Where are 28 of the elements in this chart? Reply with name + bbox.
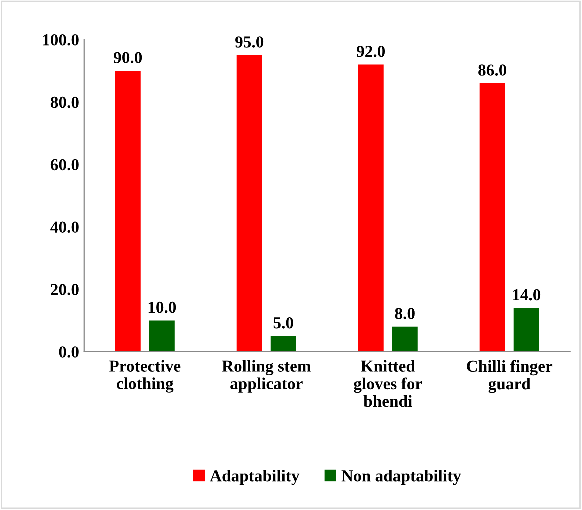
data-label: 86.0 xyxy=(478,64,507,76)
y-tick-label: 100.0 xyxy=(43,34,79,46)
legend-label: Non adaptability xyxy=(342,470,462,486)
x-tick-label: Protective clothing xyxy=(109,360,181,393)
bar xyxy=(514,308,540,352)
y-tick-label: 20.0 xyxy=(51,284,79,296)
y-tick-label: 80.0 xyxy=(50,96,79,108)
data-label: 14.0 xyxy=(513,289,541,301)
bar xyxy=(115,70,141,352)
legend-label: Adaptability xyxy=(210,470,300,486)
y-tick-label: 60.0 xyxy=(50,159,79,171)
data-label: 95.0 xyxy=(235,36,264,48)
data-label: 8.0 xyxy=(395,308,415,320)
data-label: 90.0 xyxy=(114,52,142,64)
bar xyxy=(236,55,262,352)
bar xyxy=(480,83,506,352)
x-tick-label: Knitted gloves for bhendi xyxy=(354,360,422,408)
y-tick-label: 40.0 xyxy=(50,222,79,234)
bar xyxy=(270,336,296,352)
data-label: 92.0 xyxy=(356,46,386,58)
data-label: 10.0 xyxy=(148,302,176,314)
x-tick-label: Chilli finger guard xyxy=(467,360,553,394)
bar xyxy=(358,64,384,352)
x-tick-label: Rolling stem applicator xyxy=(222,360,312,393)
data-label: 5.0 xyxy=(274,317,294,329)
y-tick-label: 0.0 xyxy=(59,346,79,358)
bar xyxy=(392,326,418,352)
bar xyxy=(149,320,175,352)
